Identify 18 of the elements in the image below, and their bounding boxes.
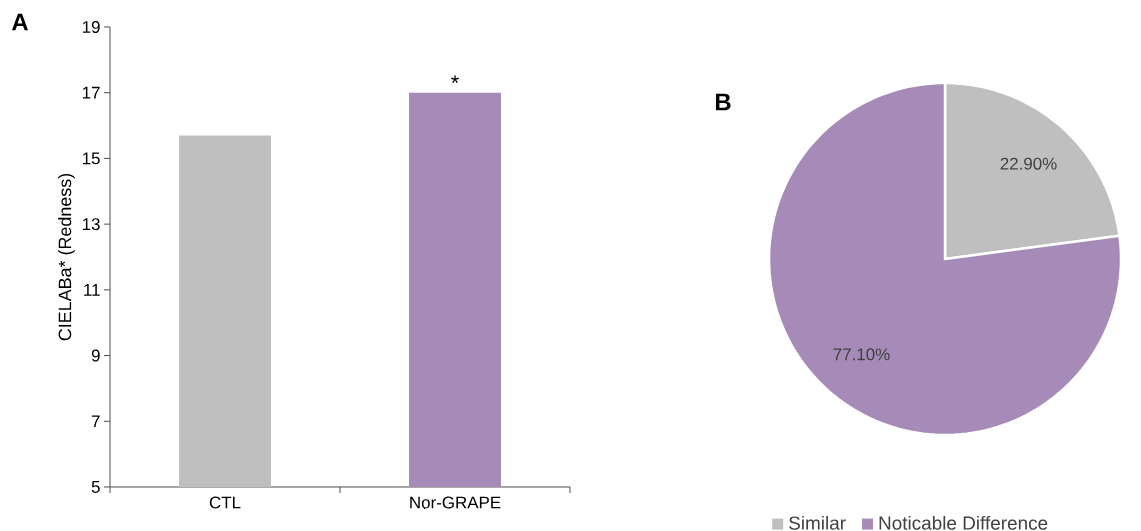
y-tick-label: 17 xyxy=(82,86,100,99)
legend-label: Noticable Difference xyxy=(879,515,1048,530)
y-tick-label: 9 xyxy=(91,349,100,362)
y-tick-label: 13 xyxy=(82,218,100,231)
x-tick-label: CTL xyxy=(209,496,241,509)
y-tick-label: 19 xyxy=(82,20,100,33)
y-axis-title: CIELABa* (Redness) xyxy=(58,173,75,341)
data-label: 77.10% xyxy=(833,348,890,361)
text: B xyxy=(715,93,731,111)
y-tick-label: 5 xyxy=(91,481,100,493)
text: A xyxy=(11,13,29,31)
annotation: * xyxy=(451,75,459,84)
y-tick-label: 15 xyxy=(82,152,100,165)
y-tick-label: 7 xyxy=(91,415,100,428)
legend-label: Similar xyxy=(789,515,846,530)
y-tick-label: 11 xyxy=(84,284,100,296)
data-label: 22.90% xyxy=(1000,157,1057,170)
x-tick-label: Nor-GRAPE xyxy=(410,496,501,509)
